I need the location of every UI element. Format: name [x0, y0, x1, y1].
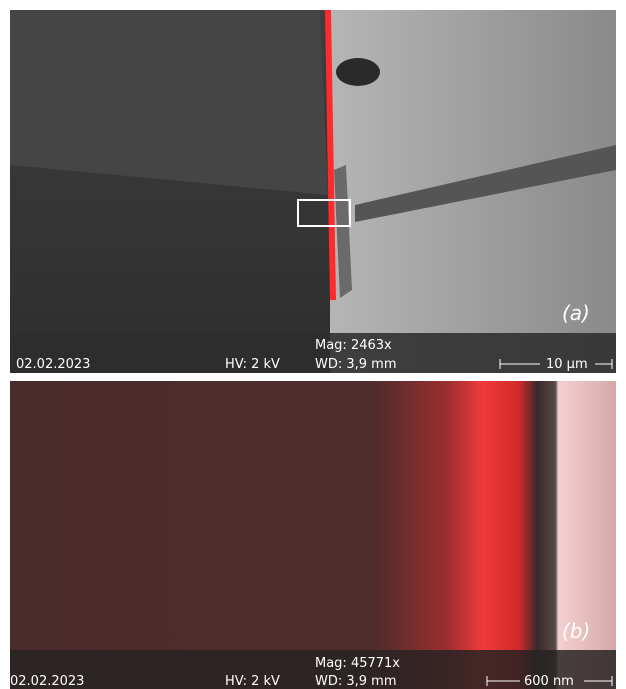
info-bar	[10, 333, 616, 373]
scale: 600 nm	[524, 674, 574, 689]
wd: WD: 3,9 mm	[315, 357, 397, 372]
hv: HV: 2 kV	[225, 357, 280, 372]
panel-label: (a)	[562, 301, 590, 325]
mag: Mag: 2463x	[315, 338, 392, 353]
panel-b: (b) 02.02.2023 HV: 2 kV Mag: 45771x WD: …	[10, 381, 616, 689]
panel-a: (a) 02.02.2023 HV: 2 kV Mag: 2463x WD: 3…	[10, 10, 616, 373]
figure: (a) 02.02.2023 HV: 2 kV Mag: 2463x WD: 3…	[0, 0, 626, 689]
scale: 10 µm	[546, 357, 588, 372]
wd: WD: 3,9 mm	[315, 674, 397, 689]
mag: Mag: 45771x	[315, 656, 400, 671]
date: 02.02.2023	[16, 357, 90, 372]
image-b	[10, 381, 616, 689]
panel-label: (b)	[562, 619, 590, 643]
particle	[336, 58, 380, 86]
date: 02.02.2023	[10, 674, 84, 689]
upper-plateau	[10, 10, 328, 195]
hv: HV: 2 kV	[225, 674, 280, 689]
